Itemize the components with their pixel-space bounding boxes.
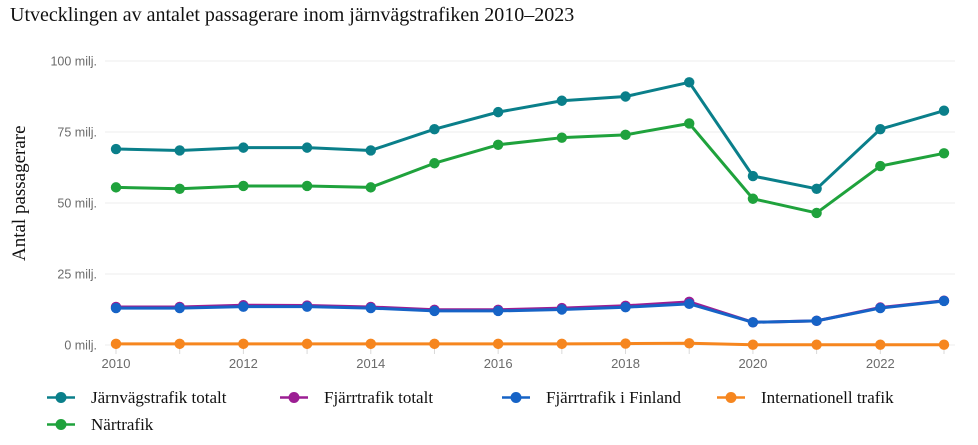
legend-item-fj-rrtrafik-totalt[interactable]: Fjärrtrafik totalt [279,384,501,411]
data-point-fj-rrtrafik-i-finland-2022 [875,302,886,314]
x-tick-label: 2022 [866,356,895,371]
data-point-fj-rrtrafik-i-finland-2013 [301,301,313,312]
x-tick-label: 2010 [102,356,131,371]
legend-marker-icon [47,392,75,403]
series-line-n-rtrafik [114,121,946,215]
data-point-fj-rrtrafik-i-finland-2020 [747,317,759,328]
data-point-fj-rrtrafik-i-finland-2011 [174,302,185,314]
data-point-j-rnv-gstrafik-totalt-2013 [301,142,313,153]
legend-item-label: Internationell trafik [761,387,894,407]
data-point-n-rtrafik-2020 [747,193,759,204]
data-point-internationell-trafik-2017 [556,338,568,350]
y-tick-label: 100 milj. [50,55,97,69]
data-point-fj-rrtrafik-i-finland-2016 [492,305,504,317]
data-point-internationell-trafik-2023 [938,339,950,350]
legend-item-label: Fjärrtrafik totalt [324,387,434,407]
data-point-internationell-trafik-2012 [238,338,249,350]
legend-item-n-rtrafik[interactable]: Närtrafik [46,411,279,438]
data-point-fj-rrtrafik-i-finland-2023 [938,295,950,307]
data-point-fj-rrtrafik-i-finland-2015 [429,305,440,317]
data-point-j-rnv-gstrafik-totalt-2023 [938,105,950,116]
data-point-n-rtrafik-2021 [811,207,822,219]
x-tick-label: 2012 [229,356,258,371]
data-point-j-rnv-gstrafik-totalt-2018 [620,91,631,102]
data-point-internationell-trafik-2011 [174,338,185,350]
x-tick-label: 2016 [484,356,513,371]
data-point-j-rnv-gstrafik-totalt-2011 [174,145,185,156]
legend: Järnvägstrafik totalt Fjärrtrafik totalt F… [46,384,971,438]
data-point-n-rtrafik-2017 [556,132,568,143]
series-line-j-rnv-gstrafik-totalt [114,80,946,191]
data-point-n-rtrafik-2013 [301,180,313,192]
data-point-internationell-trafik-2018 [620,338,631,349]
legend-marker-icon [47,419,75,430]
legend-item-internationell-trafik[interactable]: Internationell trafik [716,384,956,411]
data-point-j-rnv-gstrafik-totalt-2016 [492,106,504,118]
data-point-internationell-trafik-2022 [875,339,886,350]
legend-marker-icon [502,392,530,403]
data-point-internationell-trafik-2014 [365,338,376,350]
y-tick-label: 50 milj. [57,197,97,211]
data-point-internationell-trafik-2020 [747,339,759,350]
data-point-n-rtrafik-2011 [174,183,185,194]
data-point-internationell-trafik-2021 [811,339,822,350]
series-line-internationell-trafik [114,341,946,347]
data-point-n-rtrafik-2018 [620,129,631,141]
data-point-j-rnv-gstrafik-totalt-2020 [747,170,759,182]
data-point-n-rtrafik-2019 [684,118,695,129]
legend-item-label: Järnvägstrafik totalt [91,387,227,407]
legend-item-label: Närtrafik [91,414,154,434]
data-point-internationell-trafik-2015 [429,338,440,350]
data-point-fj-rrtrafik-i-finland-2018 [620,302,631,313]
data-point-j-rnv-gstrafik-totalt-2012 [238,142,249,153]
data-point-j-rnv-gstrafik-totalt-2015 [429,123,440,135]
data-point-j-rnv-gstrafik-totalt-2017 [556,95,568,106]
data-point-j-rnv-gstrafik-totalt-2010 [110,143,122,155]
data-point-n-rtrafik-2015 [429,158,440,169]
data-point-fj-rrtrafik-i-finland-2019 [684,298,695,310]
data-point-j-rnv-gstrafik-totalt-2022 [875,123,886,135]
legend-marker-icon [280,392,308,403]
data-point-internationell-trafik-2019 [684,338,695,349]
x-tick-label: 2018 [611,356,640,371]
line-chart: 0 milj. 25 milj. 50 milj. 75 milj. 100 milj.… [50,55,955,371]
y-tick-label: 0 milj. [64,339,97,353]
data-point-n-rtrafik-2010 [110,182,122,193]
y-tick-label: 75 milj. [57,126,97,140]
data-point-fj-rrtrafik-i-finland-2014 [365,302,376,314]
data-point-internationell-trafik-2013 [301,338,313,350]
legend-item-fj-rrtrafik-i-finland[interactable]: Fjärrtrafik i Finland [501,384,716,411]
data-point-n-rtrafik-2016 [492,139,504,150]
data-point-fj-rrtrafik-i-finland-2021 [811,315,822,327]
data-point-n-rtrafik-2012 [238,180,249,192]
data-point-n-rtrafik-2023 [938,148,950,159]
legend-item-label: Fjärrtrafik i Finland [546,387,682,407]
y-tick-label: 25 milj. [57,268,97,282]
data-point-j-rnv-gstrafik-totalt-2014 [365,145,376,156]
data-point-j-rnv-gstrafik-totalt-2021 [811,183,822,194]
legend-marker-icon [717,392,745,403]
data-point-internationell-trafik-2016 [492,338,504,350]
series-line-fj-rrtrafik-i-finland [114,299,946,324]
data-point-j-rnv-gstrafik-totalt-2019 [684,77,695,88]
data-point-fj-rrtrafik-i-finland-2017 [556,304,568,315]
data-point-n-rtrafik-2014 [365,182,376,193]
legend-item-j-rnv-gstrafik-totalt[interactable]: Järnvägstrafik totalt [46,384,279,411]
data-point-fj-rrtrafik-i-finland-2010 [110,302,122,314]
data-point-internationell-trafik-2010 [110,338,122,350]
x-tick-label: 2014 [356,356,385,371]
data-point-n-rtrafik-2022 [875,160,886,172]
data-point-fj-rrtrafik-i-finland-2012 [238,301,249,312]
x-tick-label: 2020 [738,356,767,371]
chart-title: Utvecklingen av antalet passagerare inom… [10,4,575,26]
